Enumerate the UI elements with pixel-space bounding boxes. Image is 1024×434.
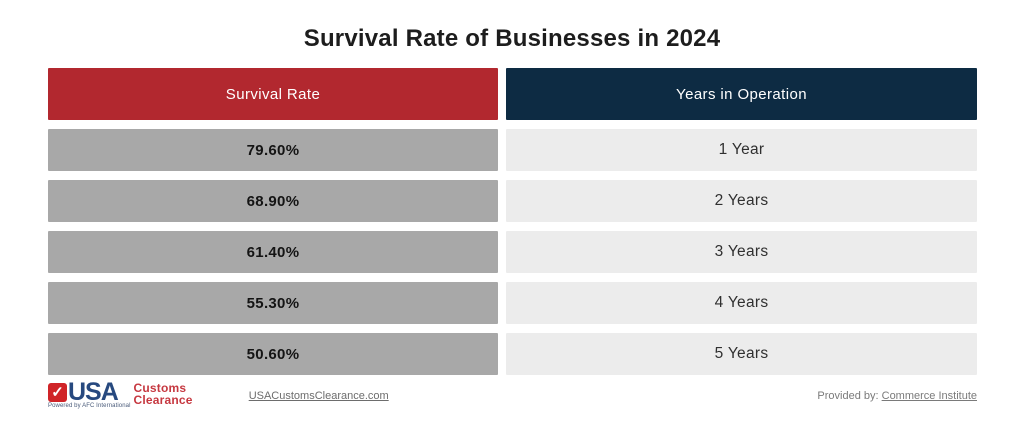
rate-cell: 55.30% [48, 282, 498, 324]
header-years-in-operation: Years in Operation [506, 68, 977, 120]
footer-left: ✓ USA Powered by AFC International Custo… [48, 378, 389, 409]
logo-usa-text: USA [68, 378, 119, 406]
page-title: Survival Rate of Businesses in 2024 [303, 25, 721, 52]
logo-top-row: ✓ USA [48, 378, 131, 406]
table-row: 50.60% 5 Years [48, 333, 977, 375]
table-row: 61.40% 3 Years [48, 231, 977, 273]
header-survival-rate: Survival Rate [48, 68, 498, 120]
logo-powered-by-text: Powered by AFC International [48, 403, 131, 409]
logo-clearance-text: Clearance [133, 393, 193, 407]
years-cell: 1 Year [506, 129, 977, 171]
years-cell: 3 Years [506, 231, 977, 273]
logo-customs-text: Customs [133, 381, 187, 395]
checkmark-icon: ✓ [48, 382, 67, 402]
provided-by: Provided by: Commerce Institute [817, 390, 977, 402]
rate-cell: 68.90% [48, 180, 498, 222]
survival-rate-table: Survival Rate Years in Operation 79.60% … [48, 68, 977, 375]
usa-customs-clearance-logo: ✓ USA Powered by AFC International Custo… [48, 378, 193, 409]
rate-cell: 50.60% [48, 333, 498, 375]
years-cell: 5 Years [506, 333, 977, 375]
rate-cell: 61.40% [48, 231, 498, 273]
table-header-row: Survival Rate Years in Operation [48, 68, 977, 120]
table-row: 68.90% 2 Years [48, 180, 977, 222]
table-row: 79.60% 1 Year [48, 129, 977, 171]
years-cell: 2 Years [506, 180, 977, 222]
usacustomsclearance-link[interactable]: USACustomsClearance.com [248, 389, 389, 402]
logo-left-column: ✓ USA Powered by AFC International [48, 378, 131, 409]
provided-by-label: Provided by: [817, 389, 882, 402]
table-row: 55.30% 4 Years [48, 282, 977, 324]
footer: ✓ USA Powered by AFC International Custo… [48, 378, 977, 409]
commerce-institute-link[interactable]: Commerce Institute [881, 389, 977, 402]
rate-cell: 79.60% [48, 129, 498, 171]
years-cell: 4 Years [506, 282, 977, 324]
logo-customs-clearance: Customs Clearance [134, 382, 193, 406]
